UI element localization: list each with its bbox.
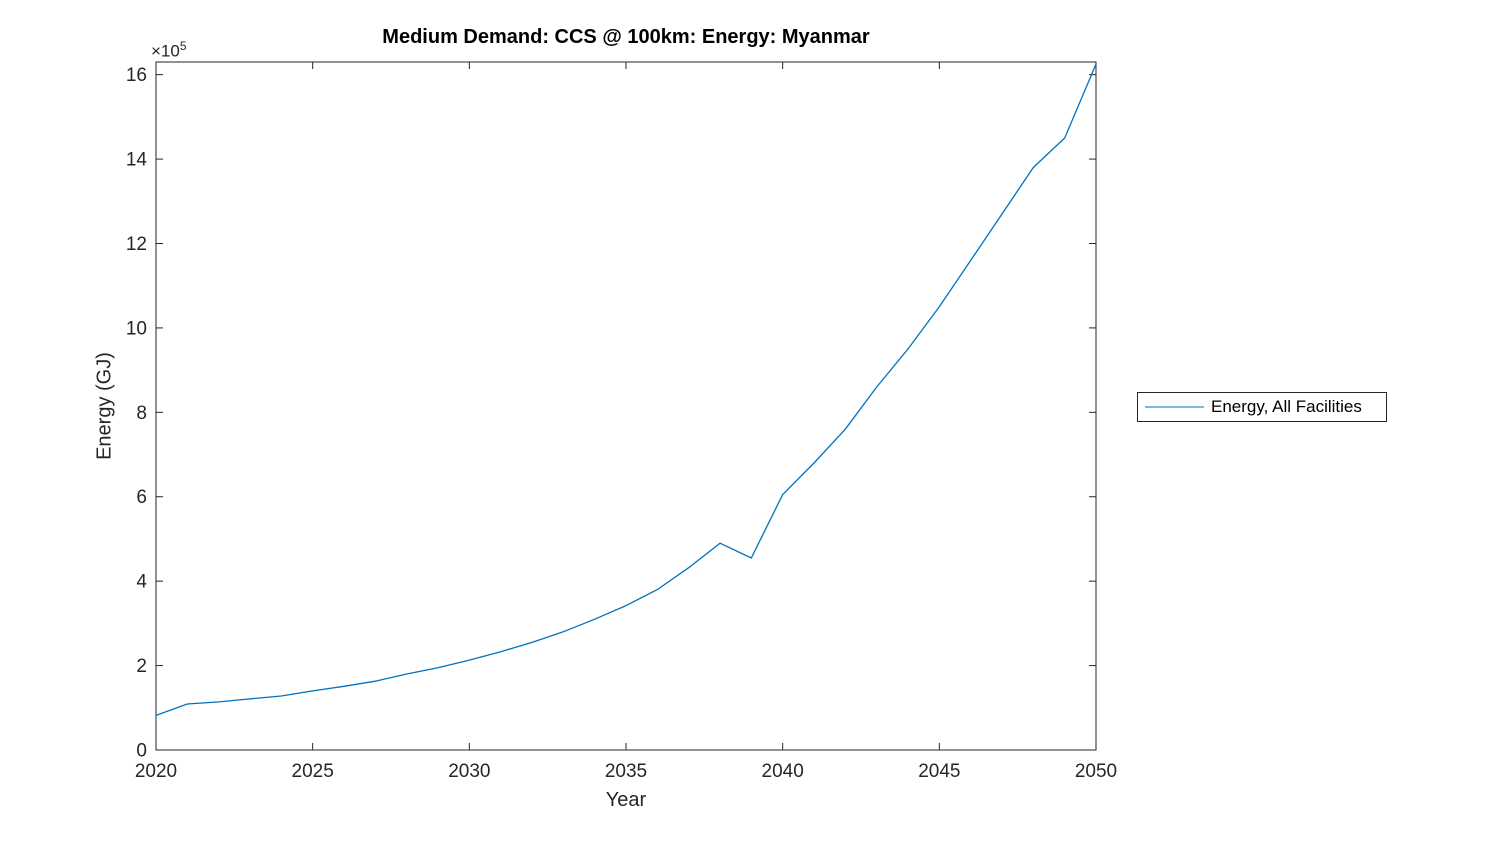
- legend-line-sample: [1145, 406, 1204, 408]
- y-axis-label: Energy (GJ): [93, 352, 116, 460]
- energy-series-line: [155, 63, 1097, 717]
- y-tick-label: 6: [136, 487, 147, 508]
- x-tick-label: 2020: [135, 761, 177, 782]
- x-axis-label: Year: [605, 789, 647, 811]
- plot-box: [155, 61, 1097, 751]
- x-tick-label: 2040: [762, 761, 804, 782]
- legend: Energy, All Facilities: [1137, 392, 1387, 422]
- y-tick-label: 10: [126, 318, 147, 339]
- x-tick-label: 2030: [448, 761, 490, 782]
- chart-title: Medium Demand: CCS @ 100km: Energy: Myan…: [382, 26, 870, 48]
- y-tick-label: 8: [136, 403, 147, 424]
- y-tick-label: 2: [136, 656, 147, 677]
- y-tick-label: 4: [136, 572, 147, 593]
- x-tick-label: 2050: [1075, 761, 1117, 782]
- y-tick-label: 12: [126, 234, 147, 255]
- y-axis-multiplier-base: ×10: [151, 41, 180, 61]
- y-tick-label: 16: [126, 65, 147, 86]
- legend-label: Energy, All Facilities: [1211, 397, 1362, 416]
- x-tick-label: 2045: [918, 761, 960, 782]
- x-tick-label: 2035: [605, 761, 647, 782]
- y-tick-label: 0: [136, 741, 147, 762]
- y-tick-label: 14: [126, 150, 148, 171]
- x-tick-label: 2025: [292, 761, 334, 782]
- y-axis-multiplier: ×105: [151, 39, 187, 62]
- y-axis-multiplier-exponent: 5: [179, 39, 187, 53]
